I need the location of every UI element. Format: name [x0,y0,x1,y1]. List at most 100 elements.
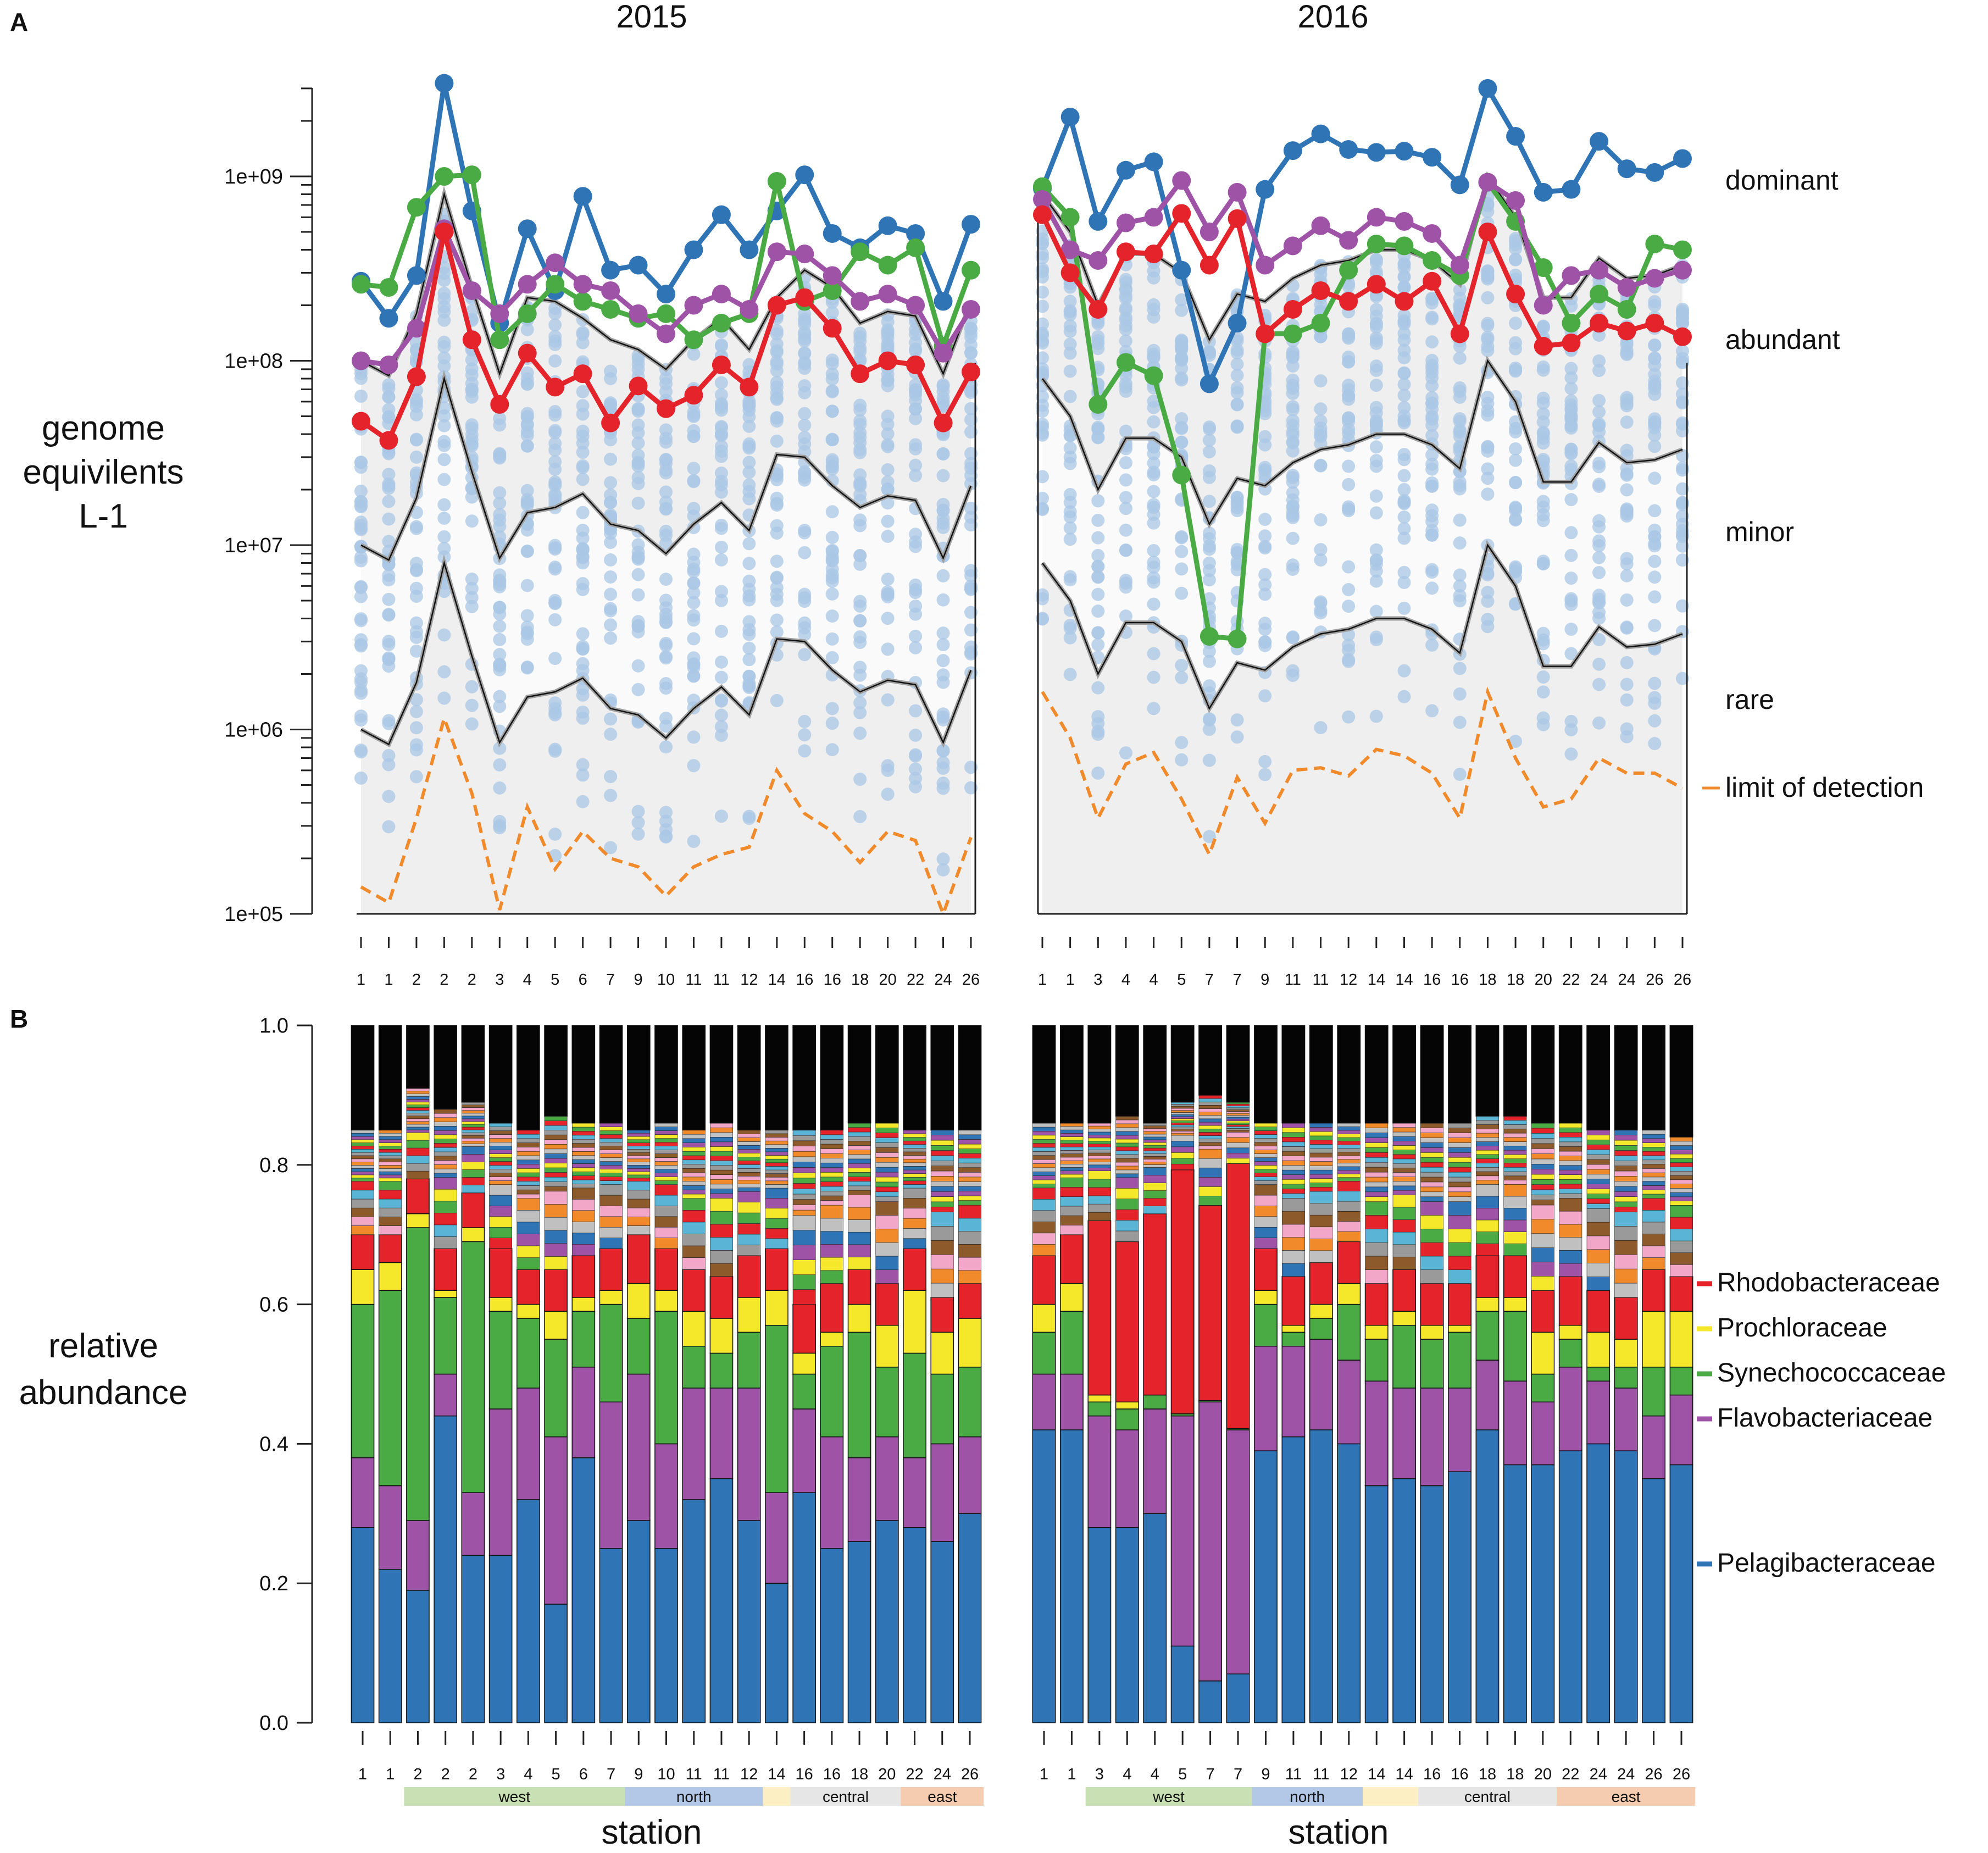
station-label-b: 16 [1423,1766,1441,1783]
taxon-point [576,445,590,459]
bar-segment-other [1670,1205,1693,1218]
series-point-pelagibacteraceae [1256,180,1275,199]
bar-segment-other [571,1167,595,1172]
bar-segment-other [1281,1127,1305,1133]
bar-segment-other [1060,1126,1084,1130]
taxon-point [659,524,673,538]
series-point-flavobacteriaceae [1116,213,1135,232]
bar-segment-other [1420,1242,1444,1257]
taxon-point [1481,567,1495,580]
bar-segment-pelagibacteraceae [875,1520,899,1723]
bar-segment-other [1032,1123,1056,1128]
series-point-synechococcaceae [1089,395,1108,414]
series-point-flavobacteriaceae [823,266,842,285]
bar-segment-unclassified [599,1025,623,1124]
bar-segment-unclassified [1531,1025,1555,1124]
bar-segment-other [351,1155,374,1159]
bar-segment-pelagibacteraceae [847,1541,871,1723]
taxon-point [936,744,950,758]
bar-segment-other [710,1184,733,1189]
bar-segment-other [930,1186,954,1192]
region-label-north: north [676,1788,712,1805]
taxon-point [493,819,507,833]
series-point-flavobacteriaceae [629,304,648,323]
taxon-point [742,809,756,823]
bar-segment-other [1642,1181,1665,1186]
taxon-point [1648,379,1662,393]
bar-segment-other [1475,1163,1499,1168]
taxon-point [1202,526,1216,540]
taxon-point [936,863,950,876]
taxon-point [1453,384,1467,398]
taxon-point [354,456,368,469]
bar-segment-rhodobacteraceae [709,1276,734,1319]
bar-segment-other [1392,1127,1416,1133]
taxon-point [1397,270,1411,284]
taxon-point [1481,440,1495,453]
bar-segment-other [1309,1250,1333,1263]
bar-segment-other [958,1257,981,1271]
bar-segment-other [406,1124,430,1128]
bar-segment-other [599,1216,623,1228]
station-label: 10 [657,971,675,989]
taxon-point [881,331,895,345]
series-point-pelagibacteraceae [684,240,703,259]
region-band-east [901,1787,984,1806]
taxon-point [1369,290,1383,303]
taxon-point [936,498,950,512]
bar-segment-other [958,1134,981,1140]
bar-segment-other [654,1165,678,1169]
taxon-point [1620,391,1634,404]
bar-segment-other [1614,1196,1638,1202]
bar-segment-other [1032,1233,1056,1245]
taxon-point [409,644,423,658]
bar-segment-synechococcaceae [709,1352,734,1389]
bar-segment-other [571,1179,595,1184]
taxon-point [1175,293,1189,307]
limit-of-detection-line [1041,686,1684,859]
bar-segment-other [1475,1167,1499,1172]
bar-segment-other [1670,1252,1693,1265]
taxon-point [1342,560,1356,574]
bar-segment-other [1060,1123,1084,1127]
bar-segment-other [792,1205,816,1211]
bar-segment-other [958,1149,981,1154]
bar-segment-other [1448,1133,1471,1138]
taxon-point [964,761,978,774]
station-label: 20 [1535,971,1552,989]
bar-segment-pelagibacteraceae [820,1548,844,1723]
station-label: 20 [879,971,897,989]
bar-segment-other [930,1283,954,1298]
bar-segment-other [765,1238,788,1249]
bar-segment-other [1254,1161,1278,1166]
taxon-point [437,628,451,642]
bar-segment-other [1198,1108,1222,1112]
bar-segment-other [1226,1147,1250,1153]
taxon-point [659,453,673,467]
taxon-point [853,353,867,367]
bar-segment-flavobacteriaceae [1642,1415,1665,1479]
bar-segment-prochloraceae [434,1290,458,1298]
bar-segment-other [903,1166,926,1170]
bar-segment-other [1586,1194,1610,1199]
background-region-minor [1042,360,1682,709]
bar-segment-flavobacteriaceae [875,1436,899,1521]
taxon-point [1036,417,1049,431]
bar-segment-other [544,1230,568,1244]
taxon-point [493,700,507,713]
taxon-point [1592,678,1606,691]
bar-segment-other [1032,1163,1056,1168]
taxon-point [1091,587,1105,601]
bar-segment-other [1448,1162,1471,1168]
bar-segment-other [1503,1154,1527,1159]
bar-segment-prochloraceae [1558,1324,1582,1340]
bar-segment-other [903,1162,926,1167]
bar-segment-other [351,1142,374,1146]
bar-segment-prochloraceae [351,1269,375,1305]
bar-segment-other [654,1177,678,1181]
series-point-pelagibacteraceae [1617,159,1636,179]
bar-segment-other [1060,1129,1084,1134]
bar-segment-other [1531,1205,1554,1220]
taxon-point [1592,520,1606,534]
bar-segment-other [1642,1257,1665,1270]
